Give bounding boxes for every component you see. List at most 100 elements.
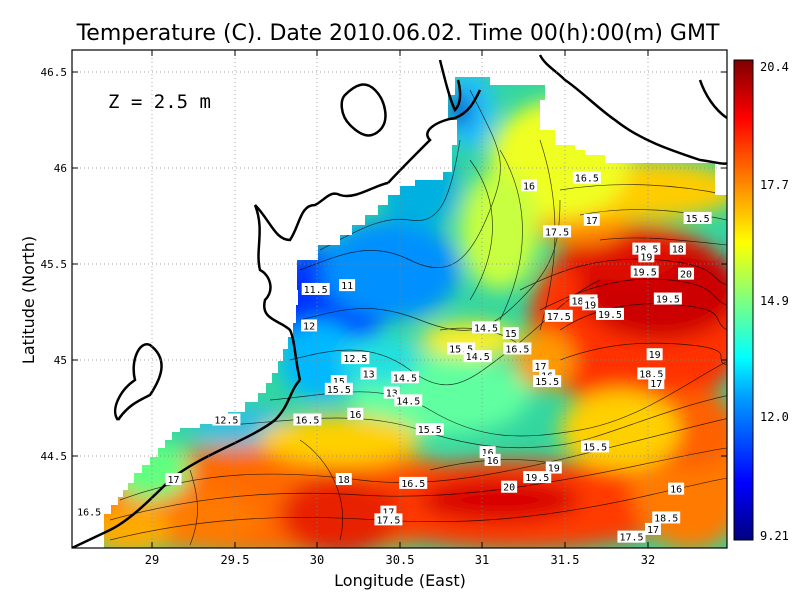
contour-label: 17 [650, 379, 662, 390]
colorbar-label: 9.21 [760, 529, 789, 543]
contour-label-bg [399, 476, 428, 489]
x-tick-label: 30 [310, 553, 324, 567]
contour-label-bg [165, 473, 182, 486]
x-tick-label: 31 [475, 553, 489, 567]
contour-label: 15.5 [583, 442, 607, 453]
x-tick-label: 29.5 [221, 553, 250, 567]
colorbar-label: 17.7 [760, 178, 789, 192]
contour-label-bg [502, 327, 519, 340]
contour-label-bg [341, 352, 370, 365]
contour-label: 16 [523, 181, 535, 192]
chart-title: Temperature (C). Date 2010.06.02. Time 0… [76, 21, 720, 46]
contour-label: 18 [672, 245, 684, 256]
contour-label-bg [339, 279, 356, 292]
contour-label: 12 [303, 321, 315, 332]
contour-label: 13 [386, 389, 398, 400]
contour-label-bg [301, 319, 318, 332]
contour-label: 15 [333, 377, 345, 388]
grid [72, 50, 727, 548]
contour-label: 15.5 [535, 377, 559, 388]
contour-label: 19 [584, 300, 596, 311]
y-tick-label: 46.5 [41, 66, 68, 79]
contour-label: 17 [586, 216, 598, 227]
contour-label-bg [653, 292, 682, 305]
contour-label-bg [617, 530, 646, 543]
contour-label: 19.5 [656, 295, 680, 306]
contour-label-bg [463, 350, 492, 363]
contour-label: 16.5 [401, 479, 425, 490]
x-tick-label: 29 [145, 553, 159, 567]
contour-label-bg [484, 453, 501, 466]
contour-label-bg [678, 267, 695, 280]
contour-label-bg [293, 413, 322, 426]
contour-label: 16.5 [295, 416, 319, 427]
contour-label: 14.5 [474, 323, 498, 334]
contour-label: 17.5 [545, 227, 569, 238]
contour-label-bg [683, 211, 712, 224]
x-axis-label: Longitude (East) [334, 571, 466, 590]
contour-label-bg [595, 307, 624, 320]
x-tick-label: 30.5 [386, 553, 415, 567]
contour-label: 17 [647, 525, 659, 536]
contour-label-bg [668, 482, 685, 495]
contour-label: 15 [505, 329, 517, 340]
x-tick-label: 31.5 [551, 553, 580, 567]
contour-label-bg [415, 423, 444, 436]
y-tick-label: 46 [54, 162, 67, 175]
contour-label-bg [543, 225, 572, 238]
contour-label-bg [471, 321, 500, 334]
contour-label-bg [644, 522, 661, 535]
contour-label-bg [652, 511, 681, 524]
contour-label: 19.5 [598, 310, 622, 321]
contour-label-bg [630, 265, 659, 278]
y-tick-label: 45.5 [41, 258, 68, 271]
contour-label: 12.5 [343, 354, 367, 365]
contour-label-bg [582, 298, 599, 311]
depth-label: Z = 2.5 m [108, 91, 211, 113]
contour-label: 16.5 [77, 508, 101, 519]
contour-label: 19.5 [525, 473, 549, 484]
contour-label: 18 [338, 475, 350, 486]
contour-label-bg [374, 513, 403, 526]
x-tick-labels: 29 29.5 30 30.5 31 31.5 32 [145, 553, 655, 567]
contour-label-bg [390, 371, 419, 384]
contour-label: 17 [535, 362, 547, 373]
contour-label-bg [335, 473, 352, 486]
contour-label-bg [523, 471, 552, 484]
contour-label: 20 [680, 270, 692, 281]
contour-label: 18.5 [654, 513, 678, 524]
contour-label: 15.5 [686, 214, 710, 225]
contour-label: 17 [167, 475, 179, 486]
contour-label-bg [503, 342, 532, 355]
contour-label-bg [347, 407, 364, 420]
contour-label: 16 [482, 448, 494, 459]
contour-label: 14.5 [393, 373, 417, 384]
contour-label-bg [360, 367, 377, 380]
x-tick-label: 32 [641, 553, 655, 567]
y-axis-label: Latitude (North) [19, 236, 38, 364]
contour-label-bg [75, 505, 104, 518]
contour-label-bg [544, 309, 573, 322]
contour-label: 11.5 [304, 285, 328, 296]
contour-label-bg [572, 171, 601, 184]
contour-label-bg [637, 367, 666, 380]
contour-label: 16 [487, 456, 499, 467]
contour-label-bg [212, 413, 241, 426]
contour-label-bg [581, 440, 610, 453]
coastline [72, 54, 727, 548]
contour-label: 17 [382, 508, 394, 519]
contour-label-bg [301, 282, 330, 295]
colorbar-label: 12.0 [760, 410, 789, 424]
contour-label-bg [324, 382, 353, 395]
contour-label: 15.5 [449, 344, 473, 355]
contour-label-bg [520, 179, 537, 192]
contour-label: 18.5 [634, 245, 658, 256]
contour-label: 17.5 [547, 312, 571, 323]
contour-label: 19 [548, 464, 560, 475]
contour-label-bg [669, 242, 686, 255]
contour-label-bg [646, 348, 663, 361]
contour-label-bg [532, 359, 549, 372]
contour-label: 15.5 [418, 425, 442, 436]
contour-label-bg [583, 213, 600, 226]
